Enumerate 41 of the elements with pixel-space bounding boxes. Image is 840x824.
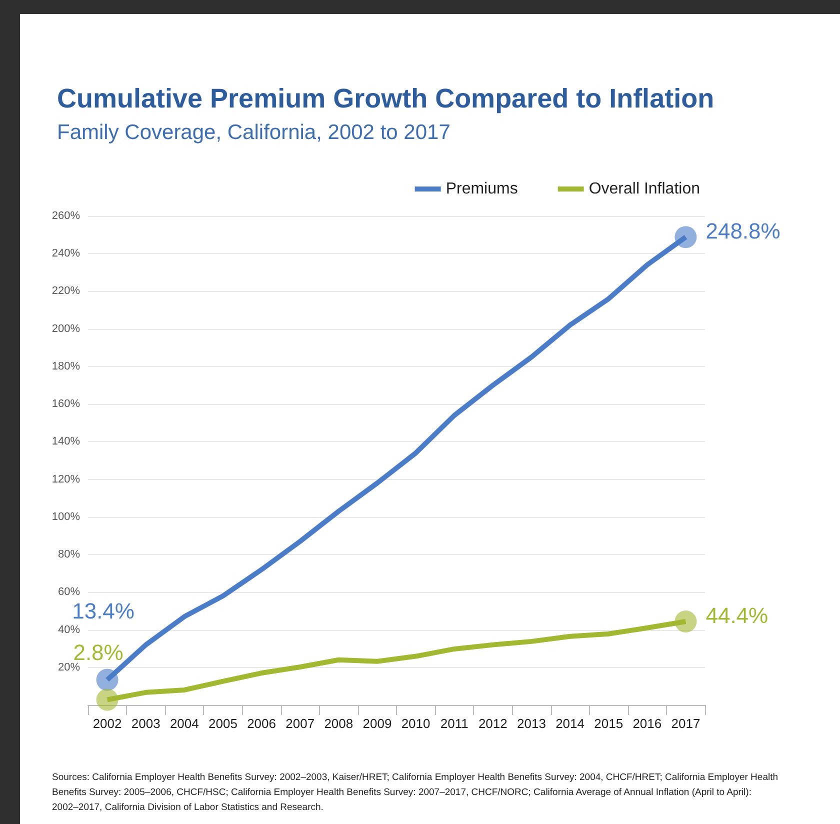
- y-tick-label: 40%: [58, 624, 80, 636]
- y-tick-label: 180%: [52, 360, 80, 372]
- point: [96, 688, 118, 711]
- y-tick-label: 60%: [58, 586, 80, 598]
- point: [674, 610, 697, 632]
- x-tick-label: 2006: [247, 716, 276, 731]
- x-tick-label: 2009: [362, 716, 392, 731]
- x-tick-label: 2012: [478, 716, 508, 731]
- y-tick-label: 120%: [52, 473, 80, 486]
- legend-label: Overall Inflation: [588, 180, 700, 198]
- y-tick-label: 140%: [52, 436, 80, 448]
- x-tick-label: 2002: [92, 716, 122, 731]
- y-tick-label: 260%: [52, 210, 80, 222]
- x-tick-label: 2017: [671, 716, 700, 731]
- x-tick-label: 2014: [556, 716, 584, 731]
- x-tick-label: 2011: [440, 716, 468, 731]
- x-tick-label: 2004: [170, 716, 199, 731]
- x-tick-label: 2007: [286, 716, 315, 731]
- legend-label: Premiums: [446, 180, 518, 198]
- point: [674, 226, 697, 248]
- data-label: 13.4%: [72, 598, 134, 624]
- source-note: Sources: California Employer Health Benefits Survey: 2002–2003, Kaiser/HRET; California Employer Health Benefits Survey: 2004, CHCF/HRET; California Employer Health Benefits Survey: 2005–2006, CHCF/HSC; California Employer Health Benefits Survey: 2007–2017, CHCF/NORC; California Average of Annual Inflation (April to April): 2002–2017, California Division of Labor Statistics and Research.: [52, 772, 781, 813]
- y-tick-label: 100%: [52, 510, 80, 523]
- x-tick-label: 2013: [517, 716, 546, 731]
- y-tick-label: 200%: [52, 322, 80, 335]
- y-tick-label: 80%: [58, 548, 80, 561]
- x-tick-label: 2015: [594, 716, 624, 731]
- point: [96, 668, 118, 691]
- x-tick-label: 2010: [401, 716, 430, 731]
- y-tick-label: 160%: [52, 398, 80, 410]
- data-label: 44.4%: [706, 602, 768, 628]
- y-tick-label: 220%: [52, 285, 80, 298]
- y-tick-label: 20%: [58, 661, 80, 674]
- x-tick-label: 2016: [632, 716, 662, 731]
- x-tick-label: 2008: [324, 716, 354, 731]
- chart-subtitle: Family Coverage, California, 2002 to 2017: [57, 121, 450, 144]
- data-label: 248.8%: [706, 218, 780, 244]
- x-tick-label: 2003: [131, 716, 160, 731]
- x-tick-label: 2005: [208, 716, 238, 731]
- chart-title: Cumulative Premium Growth Compared to Inflation: [57, 84, 714, 114]
- y-tick-label: 240%: [52, 248, 80, 260]
